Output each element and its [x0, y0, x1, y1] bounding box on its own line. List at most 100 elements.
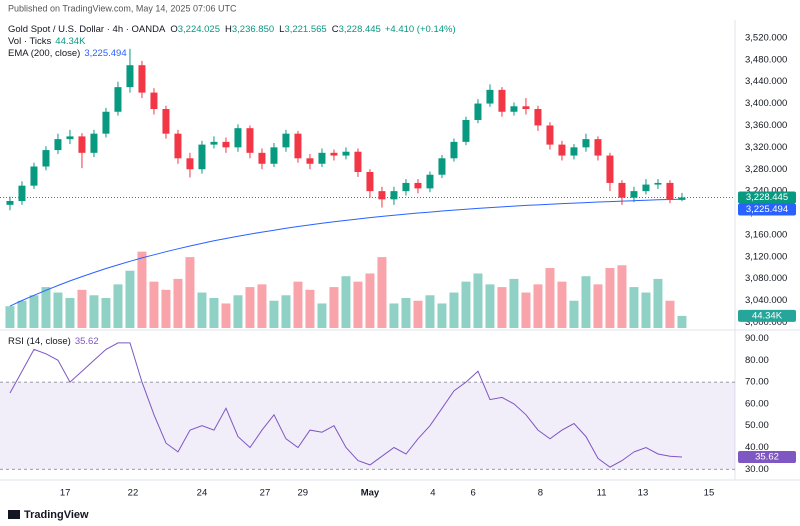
candle-body [414, 182, 422, 189]
volume-bar [305, 289, 315, 328]
candle-body [162, 109, 170, 134]
change: +4.410 (+0.14%) [385, 24, 456, 35]
volume-bar [185, 257, 195, 328]
volume-bar [461, 281, 471, 328]
candle-body [138, 65, 146, 93]
ohlc-value: 3,221.565 [284, 24, 326, 35]
volume-bar [233, 295, 243, 328]
candle-body [486, 89, 494, 104]
ohlc-key: O [170, 24, 177, 35]
ema-legend: EMA (200, close) 3,225.494 [8, 48, 127, 59]
candle-body [66, 136, 74, 140]
ema-last-label-box [738, 203, 796, 216]
x-tick-label: 24 [197, 488, 208, 499]
candle-body [306, 158, 314, 164]
candle-body [450, 141, 458, 159]
x-tick-label: 29 [297, 488, 308, 499]
candle-body [246, 128, 254, 153]
y-tick-label: 3,160.000 [745, 229, 787, 240]
candle-body [318, 152, 326, 164]
candle-body [534, 109, 542, 126]
candle-body [186, 158, 194, 170]
candle-body [438, 158, 446, 175]
candle-body [282, 133, 290, 148]
volume-bar [5, 306, 15, 328]
volume-bar [245, 287, 255, 328]
candle-body [582, 139, 590, 148]
ema-last: 3,225.494 [84, 48, 126, 59]
volume-bar [149, 281, 159, 328]
volume-name: Vol · Ticks [8, 36, 52, 47]
candle-body [78, 136, 86, 153]
candle-body [678, 197, 686, 200]
candle-body [366, 171, 374, 192]
candle-body [630, 191, 638, 198]
x-tick-label: 8 [538, 488, 543, 499]
volume-bar [665, 300, 675, 328]
candle-body [498, 89, 506, 112]
brand: TradingView [24, 509, 89, 521]
candle-body [462, 119, 470, 142]
volume-bar [677, 315, 687, 328]
volume-bar [365, 273, 375, 328]
x-tick-label: 15 [704, 488, 715, 499]
ema-last-label: 3,225.494 [746, 204, 788, 215]
rsi-tick-label: 90.00 [745, 333, 769, 344]
candle-body [174, 133, 182, 159]
volume-bar [581, 276, 591, 328]
candle-body [258, 152, 266, 164]
volume-legend: Vol · Ticks 44.34K [8, 36, 86, 47]
candle-body [270, 147, 278, 164]
volume-bar [77, 289, 87, 328]
candle-body [294, 133, 302, 159]
volume-bar [569, 300, 579, 328]
volume-bar [605, 268, 615, 328]
volume-bar [329, 287, 339, 328]
candle-body [594, 139, 602, 156]
rsi-tick-label: 30.00 [745, 464, 769, 475]
last-price-label-box [738, 191, 796, 204]
volume-bar [521, 292, 531, 328]
candle-body [474, 103, 482, 120]
volume-bar [53, 292, 63, 328]
volume-bar [161, 289, 171, 328]
x-tick-label: 17 [60, 488, 71, 499]
rsi-last: 35.62 [75, 336, 99, 347]
rsi-last-label: 35.62 [755, 452, 779, 463]
candle-body [558, 144, 566, 156]
candle-body [42, 150, 50, 167]
volume-bar [317, 303, 327, 328]
volume-bar [629, 287, 639, 328]
candle-body [618, 182, 626, 198]
volume-bar [389, 303, 399, 328]
y-tick-label: 3,120.000 [745, 251, 787, 262]
candle-body [402, 182, 410, 192]
candle-body [522, 106, 530, 110]
volume-bar [281, 295, 291, 328]
y-tick-label: 3,320.000 [745, 142, 787, 153]
candle-body [354, 151, 362, 172]
volume-bar [257, 284, 267, 328]
logo: TradingView [8, 509, 89, 521]
volume-bar [209, 298, 219, 328]
volume-bar [101, 298, 111, 328]
candle-body [102, 111, 110, 134]
candle-body [654, 182, 662, 185]
candle-body [18, 185, 26, 201]
ema-line [9, 198, 683, 307]
rsi-line [9, 342, 683, 468]
volume-bar [29, 295, 39, 328]
volume-bar [401, 298, 411, 328]
candle-body [666, 182, 674, 200]
volume-bar [65, 298, 75, 328]
candle-body [426, 174, 434, 189]
candle-body [234, 128, 242, 148]
rsi-tick-label: 70.00 [745, 377, 769, 388]
rsi-last-label-box [738, 451, 796, 464]
candle-body [510, 106, 518, 112]
volume-bar [341, 276, 351, 328]
volume-bar [533, 284, 543, 328]
volume-bar [221, 303, 231, 328]
header: Gold Spot / U.S. Dollar · 4h · OANDA O3,2… [8, 24, 456, 35]
